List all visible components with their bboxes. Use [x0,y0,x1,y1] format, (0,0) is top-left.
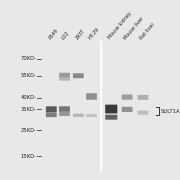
FancyBboxPatch shape [59,106,70,112]
Text: SULT1A3: SULT1A3 [160,109,180,114]
FancyBboxPatch shape [86,93,97,100]
FancyBboxPatch shape [105,115,117,120]
Text: 15KD-: 15KD- [21,154,37,159]
Text: A549: A549 [48,28,59,40]
Text: 55KD-: 55KD- [21,73,37,78]
Text: 40KD-: 40KD- [21,95,37,100]
Text: Mouse liver: Mouse liver [123,16,145,40]
Text: Rat liver: Rat liver [139,22,156,40]
FancyBboxPatch shape [59,77,70,81]
FancyBboxPatch shape [105,105,117,113]
FancyBboxPatch shape [59,73,70,77]
Text: 25KD-: 25KD- [21,128,37,133]
FancyBboxPatch shape [138,111,148,115]
FancyBboxPatch shape [122,94,132,100]
Text: Mouse kidney: Mouse kidney [107,12,133,40]
FancyBboxPatch shape [73,114,84,117]
FancyBboxPatch shape [86,114,97,117]
FancyBboxPatch shape [59,112,70,116]
Text: 70KD-: 70KD- [21,56,37,61]
Text: LO2: LO2 [61,30,71,40]
Text: 35KD-: 35KD- [21,107,37,112]
FancyBboxPatch shape [122,107,132,112]
FancyBboxPatch shape [46,113,57,117]
FancyBboxPatch shape [46,106,57,112]
Text: HT-29: HT-29 [88,26,101,40]
Text: 293T: 293T [75,28,86,40]
FancyBboxPatch shape [73,73,84,78]
FancyBboxPatch shape [138,95,148,100]
